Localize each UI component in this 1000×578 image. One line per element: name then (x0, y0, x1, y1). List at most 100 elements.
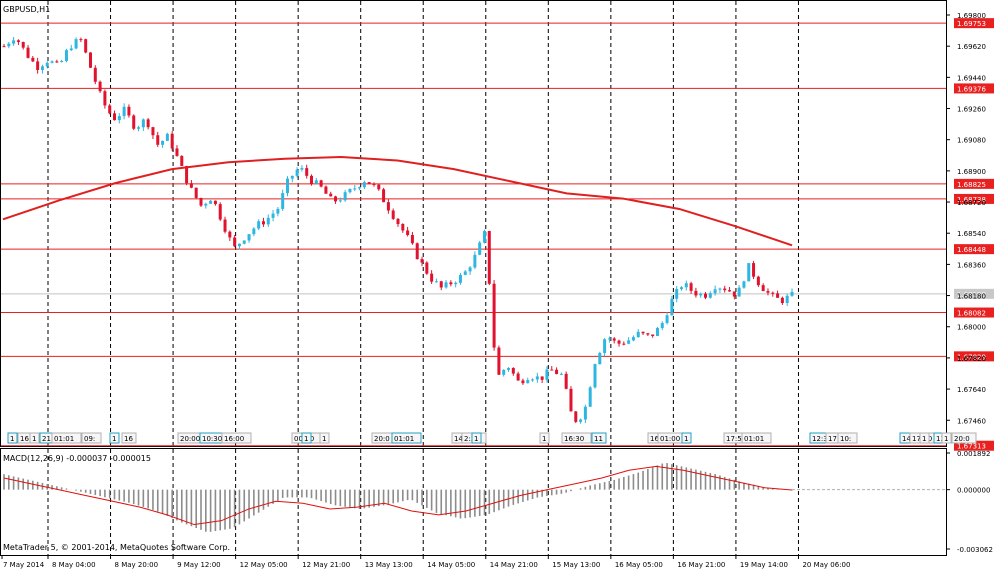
candle-body (386, 202, 390, 211)
candles (2, 36, 794, 424)
macd-histogram (3, 463, 946, 532)
event-marker[interactable] (919, 432, 930, 444)
event-marker-label: 16:00 (224, 435, 244, 443)
candle-body (636, 331, 640, 338)
event-marker[interactable] (539, 432, 550, 444)
candle-body (415, 243, 419, 260)
candle-body (194, 187, 198, 198)
candle-body (545, 369, 549, 380)
candle-body (372, 184, 376, 186)
candle-body (771, 292, 775, 294)
candle-body (113, 113, 117, 121)
event-marker[interactable] (81, 432, 102, 444)
event-marker[interactable] (29, 432, 40, 444)
candle-body (218, 204, 222, 220)
main-pane-border (0, 0, 947, 447)
candle-body (156, 135, 160, 145)
event-marker[interactable] (471, 432, 482, 444)
candle-body (713, 289, 717, 294)
candle-body (88, 52, 92, 68)
price-level-label: 1.69376 (957, 85, 986, 93)
current-price-label: 1.68190 (957, 291, 986, 299)
time-tick-label: 15 May 13:00 (552, 561, 600, 569)
candle-body (132, 115, 136, 129)
candle-body (487, 230, 491, 284)
candle-body (785, 295, 789, 304)
candle-body (84, 39, 88, 53)
candle-body (598, 352, 602, 365)
event-markers[interactable]: 116121:01:0109:11620:0010:3016:0000:0011… (7, 432, 977, 444)
candle-body (708, 293, 712, 298)
candle-body (420, 259, 424, 263)
candle-body (36, 61, 40, 70)
candle-body (334, 196, 338, 202)
event-marker[interactable] (741, 432, 772, 444)
event-marker[interactable] (951, 432, 977, 444)
event-marker[interactable] (121, 432, 137, 444)
event-marker[interactable] (51, 432, 82, 444)
event-marker-label: 20:0 (954, 435, 970, 443)
event-marker[interactable] (591, 432, 607, 444)
candle-body (348, 188, 352, 193)
event-marker[interactable] (941, 432, 952, 444)
candle-body (247, 234, 251, 241)
candle-body (631, 337, 635, 341)
price-tick-label: 1.67820 (957, 355, 986, 363)
event-marker[interactable] (109, 432, 120, 444)
candle-body (540, 376, 544, 380)
candle-body (7, 43, 11, 47)
event-marker[interactable] (391, 432, 422, 444)
candle-body (165, 133, 169, 141)
time-tick-label: 12 May 05:00 (240, 561, 288, 569)
candle-body (516, 373, 520, 381)
candle-body (535, 376, 539, 380)
current-price-tag (954, 288, 994, 299)
event-marker[interactable] (561, 432, 592, 444)
candle-body (559, 373, 563, 375)
candle-body (151, 127, 155, 136)
event-marker[interactable] (837, 432, 858, 444)
macd-axis: 0.001892 0.000000 -0.003062 (946, 450, 993, 554)
candle-body (473, 254, 477, 268)
horizontal-levels[interactable]: 1.69753 1.69376 1.68825 1.68738 1.68448 1.680… (1, 18, 994, 451)
candle-body (449, 282, 453, 285)
candle-body (434, 281, 438, 283)
event-marker-label: 20:0 (374, 435, 390, 443)
candle-body (367, 182, 371, 185)
candle-body (358, 187, 362, 189)
candle-body (564, 373, 568, 389)
event-marker-label: 21: (42, 435, 53, 443)
macd-signal-line (3, 465, 793, 526)
price-level-tag (954, 83, 994, 94)
candle-body (728, 290, 732, 292)
event-marker[interactable] (301, 432, 312, 444)
price-tick-label: 1.69260 (957, 106, 986, 114)
candle-body (502, 369, 506, 375)
event-marker-label: 17:50 (726, 435, 746, 443)
event-marker[interactable] (319, 432, 330, 444)
candle-body (382, 189, 386, 203)
candle-body (507, 368, 511, 370)
time-tick-label: 14 May 21:00 (490, 561, 538, 569)
time-tick-label: 13 May 13:00 (365, 561, 413, 569)
candle-body (622, 343, 626, 345)
candle-body (396, 218, 400, 225)
candle-body (593, 364, 597, 388)
price-level-label: 1.68738 (957, 196, 986, 204)
event-marker-label: 16 (124, 435, 133, 443)
event-marker[interactable] (221, 432, 252, 444)
candle-body (40, 66, 44, 70)
event-marker[interactable] (681, 432, 692, 444)
candle-body (266, 217, 270, 225)
price-tick-label: 1.68720 (957, 199, 986, 207)
candle-body (329, 193, 333, 197)
price-level-label: 1.68825 (957, 181, 986, 189)
candle-body (223, 219, 227, 232)
price-level-tag (954, 351, 994, 362)
candle-body (319, 180, 323, 187)
event-marker[interactable] (7, 432, 18, 444)
candle-body (146, 119, 150, 128)
candle-body (295, 169, 299, 176)
